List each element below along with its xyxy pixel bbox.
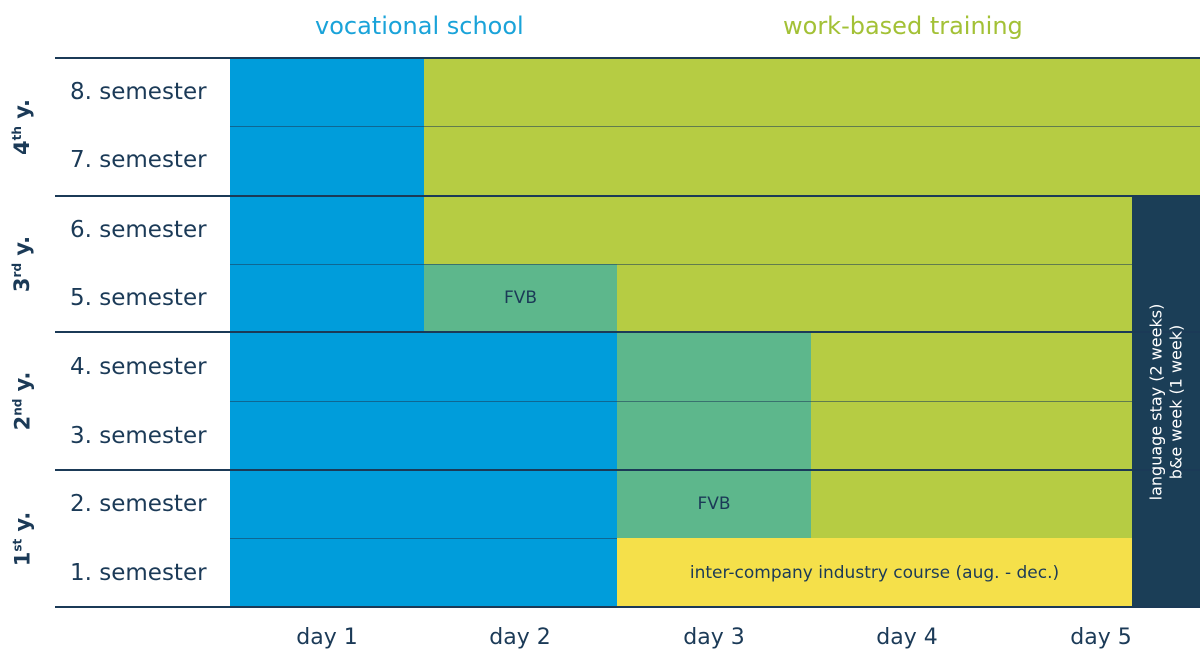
semester-6-label: 6. semester xyxy=(70,217,207,243)
work-block-semester5 xyxy=(617,264,1132,332)
row-divider xyxy=(230,264,1132,265)
semester-2-label: 2. semester xyxy=(70,491,207,517)
industry-course-label: inter-company industry course (aug. - de… xyxy=(689,562,1060,583)
divider-bottom xyxy=(55,606,1200,608)
divider-year-3-2 xyxy=(55,331,1200,333)
day-4-label: day 4 xyxy=(876,625,938,650)
semester-4-label: 4. semester xyxy=(70,354,207,380)
be-week-label: b&e week (1 week) xyxy=(1166,324,1186,479)
fvb-label-upper: FVB xyxy=(503,288,538,308)
semester-5-label: 5. semester xyxy=(70,285,207,311)
year-3-label: 3rd y. xyxy=(10,235,35,293)
day-2-label: day 2 xyxy=(489,625,551,650)
language-stay-text: language stay (2 weeks) b&e week (1 week… xyxy=(1132,196,1200,607)
fvb-block-semester5 xyxy=(424,264,617,332)
fvb-block-lower xyxy=(617,332,811,538)
year-2-label: 2nd y. xyxy=(10,371,35,431)
header-vocational-school: vocational school xyxy=(315,12,524,40)
header-work-based-training: work-based training xyxy=(783,12,1023,40)
day-1-label: day 1 xyxy=(296,625,358,650)
industry-course-block xyxy=(617,538,1132,607)
row-divider xyxy=(230,538,617,539)
divider-year-4-3 xyxy=(55,195,1200,197)
semester-3-label: 3. semester xyxy=(70,423,207,449)
language-stay-label: language stay (2 weeks) xyxy=(1146,303,1166,500)
day-3-label: day 3 xyxy=(683,625,745,650)
work-block-semester6 xyxy=(424,196,1132,264)
work-block-year4 xyxy=(424,58,1200,196)
semester-7-label: 7. semester xyxy=(70,147,207,173)
year-4-label: 4th y. xyxy=(10,99,34,155)
row-divider xyxy=(230,126,1200,127)
divider-year-2-1 xyxy=(55,469,1200,471)
row-divider xyxy=(230,401,1132,402)
language-stay-block xyxy=(1132,196,1200,607)
semester-8-label: 8. semester xyxy=(70,79,207,105)
day-5-label: day 5 xyxy=(1070,625,1132,650)
year-1-label: 1st y. xyxy=(10,511,35,566)
divider-top xyxy=(55,57,1200,59)
semester-1-label: 1. semester xyxy=(70,560,207,586)
fvb-label-lower: FVB xyxy=(697,494,731,514)
work-block-lower xyxy=(811,332,1132,538)
